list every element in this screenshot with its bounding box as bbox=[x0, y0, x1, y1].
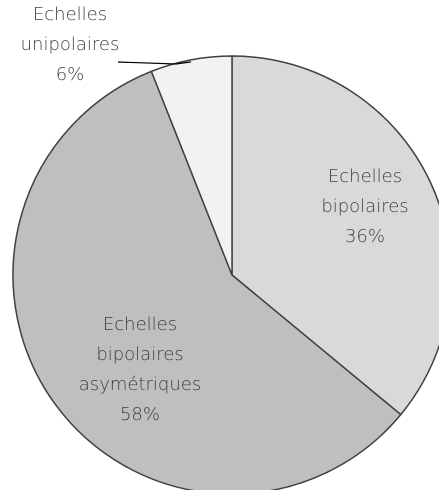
pie-slice bbox=[12, 70, 402, 490]
label-line: asymétriques bbox=[79, 374, 201, 395]
slice-label: Echelles bipolaires bbox=[321, 166, 408, 217]
label-line: unipolaires bbox=[21, 34, 120, 55]
label-line: Echelles bbox=[33, 4, 107, 25]
value-label: 6% bbox=[56, 64, 85, 85]
leader-line bbox=[117, 61, 192, 65]
value-label: 36% bbox=[345, 226, 385, 247]
label-line: bipolaires bbox=[96, 344, 183, 365]
pie-slice bbox=[150, 55, 233, 276]
pie-slice bbox=[231, 55, 439, 416]
label-line: Echelles bbox=[328, 166, 402, 187]
value-label: 58% bbox=[120, 404, 160, 425]
label-line: bipolaires bbox=[321, 196, 408, 217]
label-line: Echelles bbox=[103, 314, 177, 335]
slice-label: Echelles bipolaires asymétriques bbox=[79, 314, 201, 395]
slice-label: Echelles unipolaires bbox=[21, 4, 120, 55]
